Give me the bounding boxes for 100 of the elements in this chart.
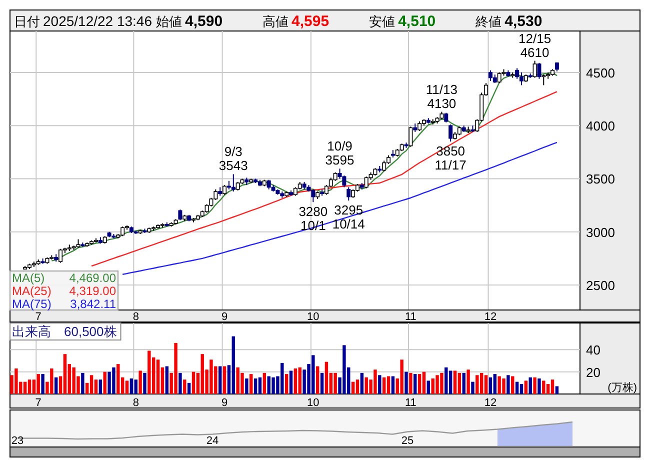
bar — [187, 382, 191, 394]
bar — [262, 372, 266, 394]
bar — [156, 360, 160, 394]
bar — [134, 380, 138, 394]
x-tick-label: 10 — [307, 311, 320, 323]
bar — [232, 336, 235, 394]
annotation: 11/17 — [434, 158, 466, 173]
series-label: MA(5) — [12, 271, 45, 285]
bar — [426, 380, 430, 394]
x-tick-label: 10 — [307, 397, 320, 409]
annotation: 3295 — [334, 202, 364, 218]
bar — [250, 374, 253, 394]
annotation: 3543 — [218, 158, 248, 174]
chart-title: 出来高 60,500株 — [12, 324, 117, 339]
x-tick-label: 11 — [404, 397, 416, 409]
bar — [334, 372, 337, 394]
bar — [81, 372, 84, 394]
bar — [476, 375, 479, 394]
x-tick-label: 23 — [11, 435, 24, 447]
text: 2025/12/22 13:46 — [43, 13, 152, 29]
bar — [356, 380, 360, 394]
bar — [98, 380, 102, 394]
x-tick-label: 9 — [221, 397, 228, 409]
bar — [382, 377, 386, 394]
annotation: 10/14 — [332, 216, 365, 232]
x-tick-label: 24 — [206, 435, 219, 447]
bar — [218, 366, 222, 394]
x-tick-label: 7 — [35, 311, 42, 323]
bar — [453, 370, 457, 394]
x-tick-label: 7 — [35, 397, 42, 409]
bar — [192, 372, 196, 394]
text: MA(25) — [12, 284, 52, 298]
annotation: 4,319.00 — [69, 284, 116, 298]
x-tick-label: 25 — [401, 435, 414, 447]
bar — [506, 375, 510, 394]
bar — [444, 367, 448, 394]
bar — [23, 382, 27, 394]
bar — [116, 364, 120, 394]
bar — [360, 372, 364, 394]
bar — [484, 375, 488, 394]
annotation: 12/15 — [518, 30, 552, 46]
y-tick-label: 20 — [586, 364, 600, 380]
bar — [316, 366, 320, 394]
text: 高値 — [262, 14, 289, 29]
bar — [391, 376, 395, 394]
x-tick-label: 12 — [484, 397, 497, 409]
bar — [320, 372, 324, 394]
y-tick-label: 3500 — [586, 172, 615, 187]
bar — [54, 377, 58, 394]
bar — [178, 372, 182, 394]
bar — [289, 370, 293, 394]
text: 4,590 — [185, 13, 223, 30]
bar — [422, 372, 426, 394]
bar — [488, 377, 492, 394]
text: 4,510 — [398, 13, 436, 30]
annotation: 4610 — [520, 44, 550, 60]
bar — [245, 378, 248, 394]
text: 4,530 — [504, 13, 542, 30]
annotation: 3,842.11 — [70, 297, 116, 311]
y-tick-label: 4500 — [586, 65, 615, 80]
bar — [555, 386, 559, 394]
bar — [183, 380, 186, 394]
bar — [520, 384, 524, 394]
bar — [130, 378, 134, 394]
bar — [511, 376, 514, 394]
bar — [90, 375, 94, 394]
bar — [448, 370, 452, 394]
bar — [458, 372, 462, 394]
annotation: 3595 — [325, 152, 354, 168]
text: 始値 — [156, 14, 182, 29]
bar — [41, 374, 44, 394]
bar — [148, 350, 151, 394]
bar — [414, 374, 417, 394]
bar — [409, 372, 412, 394]
bar — [254, 378, 258, 394]
bar — [351, 382, 355, 394]
bar — [36, 374, 40, 394]
bar — [471, 382, 474, 394]
bar — [103, 372, 106, 394]
bar — [284, 374, 288, 394]
x-tick-label: 8 — [132, 311, 139, 323]
line-series — [122, 142, 558, 275]
bar — [400, 360, 404, 394]
annotation: 3280 — [298, 204, 328, 220]
bar — [493, 374, 496, 394]
bar — [515, 382, 519, 394]
bar — [542, 380, 546, 394]
bar — [298, 367, 302, 394]
bar — [63, 354, 67, 394]
bar — [466, 370, 470, 394]
bar — [550, 380, 554, 394]
text: 終値 — [474, 14, 502, 29]
bar — [533, 377, 536, 394]
y-tick-label: 40 — [586, 342, 600, 358]
bar — [418, 374, 422, 394]
annotation: 3850 — [436, 144, 466, 159]
annotation: 4,469.00 — [69, 271, 116, 285]
x-tick-label: 9 — [221, 311, 228, 323]
bar — [222, 366, 226, 394]
text: 日付 — [14, 14, 40, 29]
